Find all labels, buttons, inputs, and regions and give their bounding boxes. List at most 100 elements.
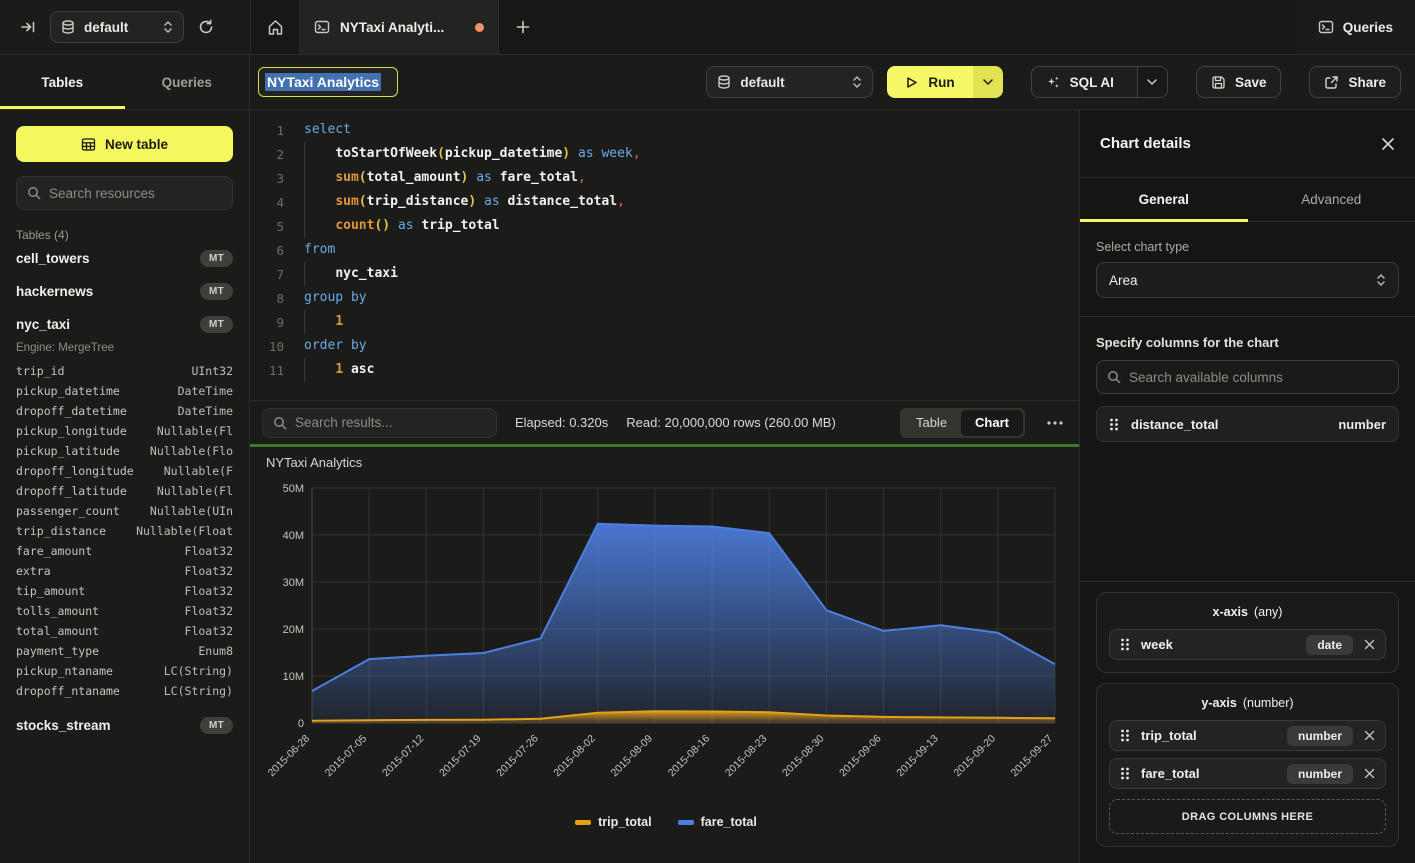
- view-toggle-table[interactable]: Table: [902, 410, 961, 436]
- resources-search: [16, 176, 233, 210]
- table-list-item[interactable]: nyc_taxiMT: [16, 308, 233, 341]
- table-column-row: extraFloat32: [16, 561, 233, 581]
- query-header: NYTaxi Analytics default: [250, 55, 1415, 109]
- code-token: [304, 362, 335, 377]
- table-list-item[interactable]: cell_towersMT: [16, 242, 233, 275]
- share-button[interactable]: Share: [1309, 66, 1401, 98]
- table-list-item[interactable]: hackernewsMT: [16, 275, 233, 308]
- x-tick-label: 2015-07-05: [323, 733, 370, 780]
- sql-ai-options-caret[interactable]: [1137, 67, 1167, 97]
- engine-badge: MT: [200, 717, 233, 734]
- chart-type-value: Area: [1109, 273, 1376, 288]
- tables-section-label: Tables (4): [16, 228, 233, 242]
- columns-search: [1096, 360, 1399, 394]
- results-search-input[interactable]: [295, 415, 486, 430]
- legend-item-fare_total[interactable]: fare_total: [678, 815, 757, 829]
- run-button[interactable]: Run: [887, 66, 972, 98]
- column-chip-name: fare_total: [1141, 766, 1276, 781]
- line-number: 5: [250, 219, 284, 234]
- column-type: Nullable(F: [164, 464, 233, 478]
- tab-title: NYTaxi Analyti...: [340, 20, 465, 35]
- x-tick-label: 2015-09-06: [837, 733, 884, 780]
- sidebar-tab-tables[interactable]: Tables: [0, 55, 125, 109]
- drag-handle-icon[interactable]: [1120, 638, 1130, 651]
- column-chip[interactable]: distance_totalnumber: [1096, 406, 1399, 442]
- column-chip[interactable]: fare_totalnumber: [1109, 758, 1386, 789]
- query-title-input[interactable]: NYTaxi Analytics: [258, 67, 398, 97]
- panel-tab-general[interactable]: General: [1080, 178, 1248, 221]
- new-table-button[interactable]: New table: [16, 126, 233, 162]
- column-name: dropoff_ntaname: [16, 684, 164, 698]
- home-tab-button[interactable]: [251, 0, 299, 54]
- y-tick-label: 0: [298, 718, 304, 730]
- drag-handle-icon[interactable]: [1109, 418, 1119, 431]
- table-column-row: tolls_amountFloat32: [16, 601, 233, 621]
- refresh-icon[interactable]: [198, 19, 214, 35]
- chart-legend: trip_total fare_total: [266, 815, 1066, 829]
- code-token: [492, 170, 500, 185]
- chart-details-panel: Chart details General Advanced Select ch…: [1079, 110, 1415, 863]
- table-grid-icon: [81, 137, 96, 152]
- resources-search-input[interactable]: [49, 186, 226, 201]
- code-token: 1: [335, 362, 343, 377]
- column-type: Nullable(UIn: [150, 504, 233, 518]
- code-token: [500, 194, 508, 209]
- column-type: Nullable(Fl: [157, 424, 233, 438]
- sql-editor[interactable]: 1select2 toStartOfWeek(pickup_datetime) …: [250, 110, 1079, 400]
- column-name: payment_type: [16, 644, 198, 658]
- drag-handle-icon[interactable]: [1120, 729, 1130, 742]
- code-content: order by: [304, 334, 367, 358]
- chart-type-label: Select chart type: [1096, 240, 1399, 254]
- view-toggle-chart[interactable]: Chart: [961, 410, 1023, 436]
- new-tab-button[interactable]: [499, 0, 547, 54]
- remove-column-icon[interactable]: [1364, 768, 1375, 779]
- panel-header: Chart details: [1080, 110, 1415, 178]
- chart-section: NYTaxi Analytics 010M20M30M40M50M2015-06…: [250, 447, 1079, 863]
- code-token: [343, 362, 351, 377]
- code-token: as: [578, 146, 594, 161]
- code-token: [304, 146, 335, 161]
- table-column-row: tip_amountFloat32: [16, 581, 233, 601]
- code-content: sum(trip_distance) as distance_total,: [304, 190, 625, 214]
- save-button[interactable]: Save: [1196, 66, 1282, 98]
- table-list-item[interactable]: stocks_streamMT: [16, 709, 233, 742]
- engine-badge: MT: [200, 283, 233, 300]
- table-columns-list: trip_idUInt32pickup_datetimeDateTimedrop…: [16, 361, 233, 701]
- chart-type-select[interactable]: Area: [1096, 262, 1399, 298]
- queries-button[interactable]: Queries: [1296, 0, 1415, 54]
- column-name: dropoff_latitude: [16, 484, 157, 498]
- top-bar-left: default: [0, 0, 250, 54]
- x-tick-label: 2015-08-23: [723, 733, 770, 780]
- legend-item-trip_total[interactable]: trip_total: [575, 815, 651, 829]
- column-chip[interactable]: weekdate: [1109, 629, 1386, 660]
- panel-tabs: General Advanced: [1080, 178, 1415, 222]
- more-options-icon[interactable]: [1043, 421, 1067, 425]
- column-name: dropoff_datetime: [16, 404, 178, 418]
- line-number: 11: [250, 363, 284, 378]
- column-type: LC(String): [164, 684, 233, 698]
- run-options-caret[interactable]: [973, 66, 1003, 98]
- code-line: 9 1: [250, 310, 1079, 334]
- sql-ai-button[interactable]: SQL AI: [1032, 67, 1128, 97]
- drop-zone[interactable]: DRAG COLUMNS HERE: [1109, 799, 1386, 834]
- query-database-select[interactable]: default: [706, 66, 873, 98]
- column-chip-name: trip_total: [1141, 728, 1276, 743]
- code-line: 10order by: [250, 334, 1079, 358]
- code-token: as: [476, 170, 492, 185]
- remove-column-icon[interactable]: [1364, 639, 1375, 650]
- column-chip[interactable]: trip_totalnumber: [1109, 720, 1386, 751]
- column-type: Float32: [185, 584, 233, 598]
- database-select[interactable]: default: [50, 11, 184, 43]
- remove-column-icon[interactable]: [1364, 730, 1375, 741]
- sidebar-tab-queries[interactable]: Queries: [125, 55, 250, 109]
- close-icon[interactable]: [1381, 137, 1395, 151]
- collapse-sidebar-icon[interactable]: [20, 19, 36, 35]
- columns-search-input[interactable]: [1129, 370, 1388, 385]
- panel-tab-advanced[interactable]: Advanced: [1248, 178, 1415, 221]
- series-area-fare_total: [312, 524, 1055, 723]
- code-content: 1: [304, 310, 343, 334]
- tab-nytaxi-analytics[interactable]: NYTaxi Analyti...: [299, 0, 499, 54]
- code-content: nyc_taxi: [304, 262, 398, 286]
- drag-handle-icon[interactable]: [1120, 767, 1130, 780]
- save-icon: [1211, 75, 1226, 90]
